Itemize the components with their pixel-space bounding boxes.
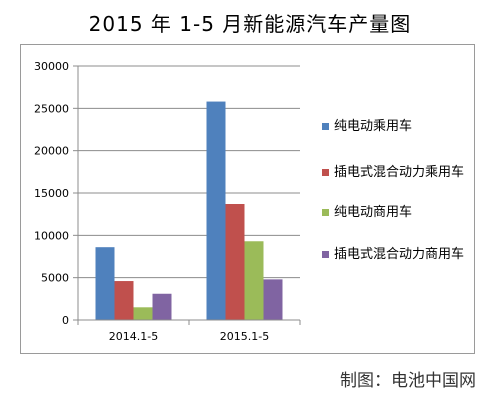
bar [95, 247, 115, 320]
bar [263, 279, 283, 320]
legend-label: 纯电动乘用车 [334, 119, 413, 134]
chart-credit: 制图：电池中国网 [340, 371, 476, 391]
chart-frame [20, 44, 475, 354]
bar [152, 293, 172, 320]
legend-swatch [322, 209, 329, 216]
bar [225, 204, 245, 320]
legend-label: 纯电动商用车 [334, 205, 413, 220]
x-tick-label: 2014.1-5 [109, 330, 158, 343]
bar [133, 307, 153, 320]
x-tick-label: 2015.1-5 [220, 330, 269, 343]
y-tick-label: 10000 [34, 229, 69, 242]
y-tick-label: 20000 [34, 145, 69, 158]
legend-label: 插电式混合动力商用车 [334, 247, 465, 262]
y-tick-label: 15000 [34, 187, 69, 200]
y-tick-label: 5000 [41, 272, 69, 285]
bar [114, 281, 134, 320]
legend-swatch [322, 251, 329, 258]
y-tick-label: 0 [62, 314, 69, 327]
legend-label: 插电式混合动力乘用车 [334, 165, 465, 180]
y-tick-label: 25000 [34, 102, 69, 115]
bar [244, 241, 264, 320]
bar [206, 101, 226, 320]
chart-title: 2015 年 1-5 月新能源汽车产量图 [88, 12, 412, 36]
y-tick-label: 30000 [34, 60, 69, 73]
legend-swatch [322, 169, 329, 176]
legend-swatch [322, 123, 329, 130]
